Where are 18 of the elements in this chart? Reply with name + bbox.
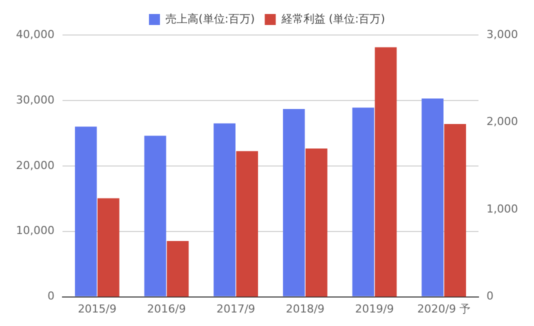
legend-label: 売上高(単位:百万)	[165, 12, 255, 26]
bar	[144, 136, 166, 296]
x-tick-label: 2015/9	[78, 302, 117, 316]
y2-tick-label: 3,000	[486, 28, 518, 41]
y2-tick-label: 2,000	[486, 115, 518, 128]
y-tick-label: 10,000	[16, 224, 54, 238]
x-tick-label: 2017/9	[216, 302, 256, 316]
y-tick-label: 30,000	[16, 93, 54, 106]
y2-tick-label: 1,000	[486, 202, 518, 216]
y-tick-label: 40,000	[16, 28, 54, 41]
x-tick-label: 2016/9	[147, 302, 186, 316]
y-tick-label: 20,000	[16, 158, 54, 172]
y2-tick-label: 0	[486, 290, 494, 303]
x-tick-label: 2019/9	[355, 302, 394, 316]
y-tick-label: 0	[47, 290, 54, 303]
x-tick-label: 2020/9 予	[417, 302, 470, 316]
x-tick-label: 2018/9	[286, 302, 325, 316]
legend-label: 経常利益 (単位:百万)	[280, 12, 386, 26]
